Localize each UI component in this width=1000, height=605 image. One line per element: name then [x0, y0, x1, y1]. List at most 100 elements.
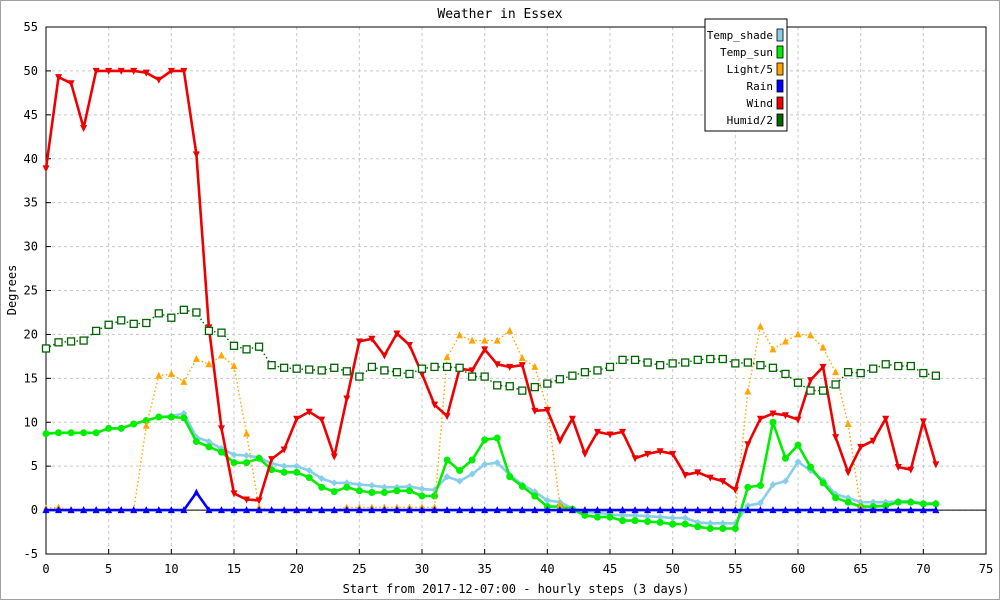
data-point-wind	[481, 346, 489, 354]
data-point-temp-shade	[719, 519, 727, 527]
data-point-light-5	[781, 337, 789, 345]
y-tick-label: 40	[24, 152, 38, 166]
data-point-rain	[130, 506, 138, 514]
data-point-humid-2	[192, 308, 201, 317]
data-point-humid-2	[731, 359, 740, 368]
data-point-humid-2	[292, 364, 301, 373]
data-point-wind	[719, 478, 727, 486]
data-point-humid-2	[305, 365, 314, 374]
data-point-humid-2	[831, 380, 840, 389]
data-point-wind	[518, 362, 526, 370]
data-point-rain	[42, 506, 50, 514]
data-point-temp-sun	[217, 448, 225, 456]
data-point-humid-2	[66, 337, 76, 346]
data-point-humid-2	[530, 382, 539, 392]
data-point-temp-sun	[631, 517, 639, 525]
data-point-rain	[380, 506, 388, 514]
data-point-rain	[217, 506, 225, 514]
plot-area	[41, 67, 941, 533]
data-point-temp-sun	[606, 513, 614, 521]
data-point-wind	[405, 341, 413, 349]
data-point-wind	[857, 443, 865, 451]
data-point-light-5	[481, 336, 489, 344]
data-point-temp-shade	[769, 481, 777, 489]
data-point-rain	[706, 506, 714, 514]
data-point-rain	[192, 488, 200, 496]
data-point-temp-shade	[330, 479, 338, 487]
data-point-wind	[318, 416, 326, 424]
data-point-temp-sun	[368, 489, 376, 497]
data-point-humid-2	[467, 372, 477, 381]
series-rain	[42, 488, 940, 514]
data-point-humid-2	[217, 328, 226, 337]
data-point-wind	[807, 377, 815, 385]
data-point-temp-sun	[794, 441, 802, 449]
data-point-rain	[568, 506, 576, 514]
data-point-humid-2	[706, 354, 715, 364]
data-point-wind	[280, 446, 288, 454]
data-point-temp-sun	[130, 420, 138, 428]
series-wind	[42, 67, 940, 505]
x-tick-label: 0	[42, 562, 49, 576]
data-point-humid-2	[919, 368, 928, 378]
data-point-temp-sun	[418, 492, 426, 500]
data-point-rain	[167, 506, 175, 514]
data-point-light-5	[794, 330, 802, 338]
data-point-rain	[431, 506, 439, 514]
data-point-rain	[305, 506, 313, 514]
data-point-temp-sun	[506, 473, 514, 481]
data-point-rain	[669, 506, 677, 514]
data-point-temp-sun	[593, 513, 601, 521]
data-point-rain	[330, 506, 338, 514]
data-point-light-5	[142, 421, 150, 429]
data-point-temp-sun	[531, 492, 539, 500]
data-point-temp-sun	[882, 502, 890, 510]
y-tick-label: 20	[24, 327, 38, 341]
data-point-rain	[681, 506, 689, 514]
data-point-humid-2	[681, 358, 690, 367]
data-point-rain	[518, 506, 526, 514]
data-point-wind	[355, 338, 363, 346]
data-point-humid-2	[593, 366, 602, 375]
data-point-rain	[644, 506, 652, 514]
legend-label: Rain	[747, 80, 774, 93]
data-point-wind	[644, 450, 652, 458]
x-tick-label: 15	[227, 562, 241, 576]
data-point-rain	[355, 506, 363, 514]
legend-swatch	[776, 96, 784, 110]
data-point-humid-2	[380, 366, 389, 375]
data-point-wind	[67, 80, 75, 88]
series-line-temp-shade	[45, 412, 936, 525]
data-point-rain	[907, 506, 915, 514]
data-point-wind	[80, 125, 88, 133]
data-point-temp-sun	[619, 517, 627, 525]
data-point-temp-sun	[293, 468, 301, 476]
legend-swatch	[776, 28, 784, 42]
data-point-rain	[857, 506, 865, 514]
data-point-wind	[230, 490, 238, 498]
legend-swatch	[776, 113, 784, 127]
data-point-temp-sun	[431, 492, 439, 500]
data-point-wind	[155, 76, 163, 84]
data-point-temp-sun	[180, 414, 188, 422]
data-point-light-5	[556, 500, 564, 508]
data-point-rain	[506, 506, 514, 514]
data-point-wind	[593, 428, 601, 436]
data-point-wind	[794, 416, 802, 424]
data-point-temp-shade	[368, 481, 376, 489]
x-tick-label: 50	[665, 562, 679, 576]
data-point-temp-sun	[318, 483, 326, 491]
data-point-wind	[894, 464, 902, 472]
data-point-rain	[268, 506, 276, 514]
y-tick-label: 55	[24, 20, 38, 34]
legend-box	[704, 18, 788, 132]
legend: Temp_shade Temp_sun Light/5 Rain Wind Humid/2	[704, 18, 788, 132]
data-point-humid-2	[129, 319, 138, 329]
data-point-wind	[192, 151, 200, 159]
data-point-rain	[731, 506, 739, 514]
data-point-humid-2	[806, 386, 815, 395]
data-point-temp-sun	[819, 479, 827, 487]
data-point-temp-shade	[280, 462, 288, 470]
x-tick-label: 5	[105, 562, 112, 576]
